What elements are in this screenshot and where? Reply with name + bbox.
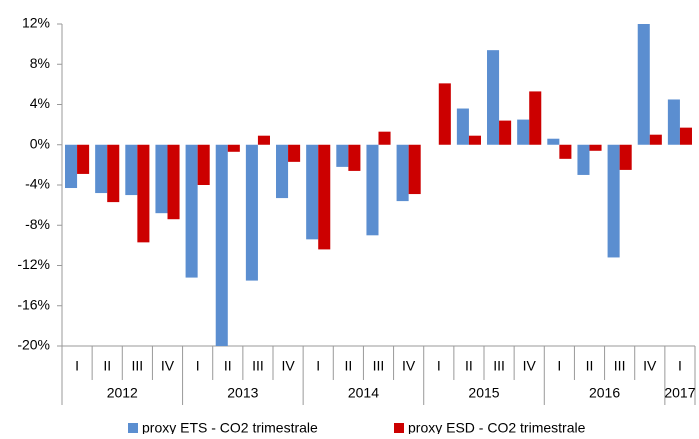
bar — [288, 144, 301, 162]
bar — [366, 144, 379, 236]
bar — [306, 144, 319, 240]
legend-label: proxy ETS - CO2 trimestrale — [142, 420, 318, 434]
bar — [155, 144, 168, 214]
x-tick-label: I — [316, 358, 320, 374]
x-tick-label: II — [586, 358, 594, 374]
legend-swatch — [128, 423, 138, 433]
x-tick-label: III — [614, 358, 626, 374]
x-tick-label: IV — [643, 358, 657, 374]
bar — [185, 144, 198, 278]
year-label: 2015 — [468, 385, 499, 401]
bar — [649, 134, 662, 145]
bar — [667, 99, 680, 145]
bar — [408, 144, 421, 195]
x-tick-label: I — [678, 358, 682, 374]
bar — [245, 144, 258, 281]
bar — [125, 144, 138, 196]
bar — [107, 144, 120, 203]
x-tick-label: I — [75, 358, 79, 374]
bar — [137, 144, 150, 243]
year-label: 2014 — [348, 385, 379, 401]
bar — [456, 108, 469, 145]
x-tick-label: IV — [402, 358, 416, 374]
year-label: 2013 — [227, 385, 258, 401]
y-tick-label: -16% — [17, 296, 50, 312]
bar — [468, 135, 481, 145]
legend-label: proxy ESD - CO2 trimestrale — [408, 420, 586, 434]
bar — [378, 131, 391, 145]
bar — [77, 144, 90, 174]
x-tick-label: IV — [281, 358, 295, 374]
x-tick-label: I — [437, 358, 441, 374]
bar — [215, 144, 228, 346]
y-tick-label: -8% — [25, 216, 50, 232]
bar — [529, 91, 542, 145]
bar — [559, 144, 572, 159]
bar — [547, 138, 560, 145]
x-tick-label: III — [373, 358, 385, 374]
bar — [517, 119, 530, 145]
x-tick-label: II — [103, 358, 111, 374]
bar — [637, 24, 650, 145]
x-tick-label: IV — [161, 358, 175, 374]
bar — [438, 83, 451, 145]
bar — [607, 144, 620, 258]
x-tick-label: II — [224, 358, 232, 374]
x-tick-label: II — [344, 358, 352, 374]
bar — [396, 144, 409, 202]
bar — [257, 135, 270, 145]
y-tick-label: -4% — [25, 176, 50, 192]
year-label: 2016 — [589, 385, 620, 401]
y-tick-label: 4% — [30, 95, 50, 111]
bar — [577, 144, 590, 175]
bar — [589, 144, 602, 151]
bar — [619, 144, 632, 170]
bar — [65, 144, 78, 189]
bar — [167, 144, 180, 220]
x-tick-label: III — [493, 358, 505, 374]
y-tick-label: -20% — [17, 337, 50, 353]
x-tick-label: IV — [523, 358, 537, 374]
x-tick-label: I — [557, 358, 561, 374]
bar — [348, 144, 361, 171]
bar — [227, 144, 240, 152]
x-tick-label: I — [196, 358, 200, 374]
y-tick-label: 0% — [30, 135, 50, 151]
y-tick-label: 8% — [30, 55, 50, 71]
year-label: 2017 — [664, 385, 695, 401]
y-tick-label: 12% — [22, 15, 50, 31]
year-label: 2012 — [107, 385, 138, 401]
x-tick-label: III — [132, 358, 144, 374]
bar — [276, 144, 289, 199]
legend-swatch — [394, 423, 404, 433]
bar — [679, 127, 692, 145]
y-tick-label: -12% — [17, 256, 50, 272]
bar — [487, 50, 500, 145]
bar — [95, 144, 108, 194]
bar — [336, 144, 349, 167]
x-tick-label: III — [252, 358, 264, 374]
x-tick-label: II — [465, 358, 473, 374]
bar — [499, 120, 512, 145]
bar — [318, 144, 331, 250]
bar — [197, 144, 210, 185]
